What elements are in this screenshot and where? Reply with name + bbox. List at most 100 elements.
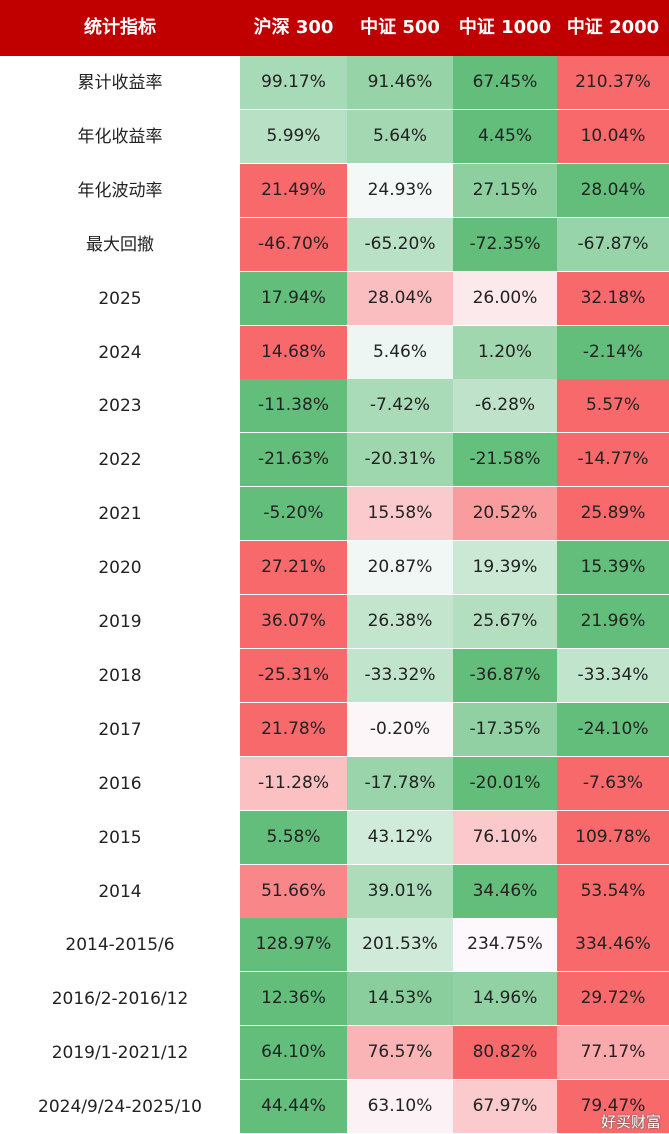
row-label: 2019/1-2021/12 [51, 1043, 189, 1064]
table-row: 2016/2-2016/12 12.36% 14.53% 14.96% 29.72% [0, 972, 669, 1026]
heatmap-cell: 44.44% [240, 1080, 347, 1134]
row-label: 2023 [98, 396, 142, 417]
table-row: 2021 -5.20% 15.58% 20.52% 25.89% [0, 487, 669, 541]
heatmap-cell: -24.10% [557, 702, 669, 756]
heatmap-cell: -33.34% [557, 648, 669, 702]
heatmap-cell: -65.20% [347, 217, 453, 271]
row-label: 2025 [98, 288, 142, 309]
heatmap-cell: 109.78% [557, 810, 669, 864]
row-label: 2016 [98, 773, 142, 794]
heatmap-cell: 234.75% [453, 918, 557, 972]
heatmap-cell: 24.93% [347, 163, 453, 217]
heatmap-cell: 79.47% [557, 1080, 669, 1134]
heatmap-cell: -14.77% [557, 433, 669, 487]
row-label: 2018 [98, 665, 142, 686]
row-label: 2024 [98, 342, 142, 363]
heatmap-cell: 201.53% [347, 918, 453, 972]
row-label: 2020 [98, 558, 142, 579]
table-row: 2015 5.58% 43.12% 76.10% 109.78% [0, 810, 669, 865]
watermark: 好买财富 [600, 1113, 661, 1131]
heatmap-cell: 63.10% [347, 1080, 453, 1134]
heatmap-cell: 20.87% [347, 541, 453, 595]
heatmap-cell: 20.52% [453, 487, 557, 541]
heatmap-cell: 27.21% [240, 541, 347, 595]
heatmap-cell: -25.31% [240, 648, 347, 702]
row-label: 年化波动率 [77, 180, 163, 201]
heatmap-cell: -36.87% [453, 648, 557, 702]
header-col-zz500: 中证 500 [360, 17, 440, 38]
heatmap-cell: 14.68% [240, 325, 347, 379]
heatmap-cell: 67.97% [453, 1080, 557, 1134]
heatmap-cell: 210.37% [557, 56, 669, 109]
row-label: 2015 [98, 827, 142, 848]
heatmap-cell: 76.57% [347, 1026, 453, 1080]
heatmap-cell: 36.07% [240, 595, 347, 648]
heatmap-cell: -5.20% [240, 487, 347, 541]
heatmap-cell: 5.58% [240, 810, 347, 864]
heatmap-cell: 5.64% [347, 109, 453, 163]
heatmap-cell: -21.63% [240, 433, 347, 487]
heatmap-cell: 5.46% [347, 325, 453, 379]
heatmap-cell: 21.96% [557, 595, 669, 648]
heatmap-cell: 21.49% [240, 163, 347, 217]
heatmap-cell: 53.54% [557, 864, 669, 918]
heatmap-cell: 26.38% [347, 595, 453, 648]
heatmap-cell: -46.70% [240, 217, 347, 271]
row-label: 2022 [98, 450, 142, 471]
heatmap-cell: -20.01% [453, 756, 557, 810]
heatmap-cell: 4.45% [453, 109, 557, 163]
heatmap-cell: 67.45% [453, 56, 557, 109]
heatmap-cell: 5.99% [240, 109, 347, 163]
heatmap-cell: 34.46% [453, 864, 557, 918]
row-label: 2021 [98, 504, 142, 525]
table-row: 2019/1-2021/12 64.10% 76.57% 80.82% 77.17% [0, 1026, 669, 1080]
header-col-zz1000: 中证 1000 [458, 17, 552, 38]
heatmap-cell: 15.58% [347, 487, 453, 541]
heatmap-cell: 99.17% [240, 56, 347, 109]
heatmap-cell: 12.36% [240, 972, 347, 1026]
heatmap-cell: 19.39% [453, 541, 557, 595]
table-row: 2014 51.66% 39.01% 34.46% 53.54% [0, 864, 669, 919]
row-label: 2014-2015/6 [65, 935, 175, 956]
header-col-hs300: 沪深 300 [253, 17, 334, 38]
heatmap-cell: 28.04% [347, 271, 453, 325]
heatmap-cell: -11.38% [240, 379, 347, 433]
heatmap-cell: 10.04% [557, 109, 669, 163]
table-row: 2025 17.94% 28.04% 26.00% 32.18% [0, 271, 669, 326]
table-row: 2024 14.68% 5.46% 1.20% -2.14% [0, 325, 669, 380]
heatmap-cell: -2.14% [557, 325, 669, 379]
heatmap-cell: -33.32% [347, 648, 453, 702]
table-row: 2018 -25.31% -33.32% -36.87% -33.34% [0, 648, 669, 703]
heatmap-cell: -17.35% [453, 702, 557, 756]
heatmap-cell: 32.18% [557, 271, 669, 325]
table-row: 2014-2015/6 128.97% 201.53% 234.75% 334.46% [0, 918, 669, 972]
heatmap-cell: 1.20% [453, 325, 557, 379]
table-row: 年化收益率 5.99% 5.64% 4.45% 10.04% [0, 109, 669, 164]
table-row: 2017 21.78% -0.20% -17.35% -24.10% [0, 702, 669, 757]
heatmap-cell: 334.46% [557, 918, 669, 972]
heatmap-cell: 43.12% [347, 810, 453, 864]
heatmap-cell: -72.35% [453, 217, 557, 271]
heatmap-cell: -11.28% [240, 756, 347, 810]
heatmap-cell: -20.31% [347, 433, 453, 487]
heatmap-cell: 91.46% [347, 56, 453, 109]
heatmap-cell: -21.58% [453, 433, 557, 487]
heatmap-cell: -17.78% [347, 756, 453, 810]
heatmap-cell: 26.00% [453, 271, 557, 325]
heatmap-cell: -67.87% [557, 217, 669, 271]
heatmap-cell: 5.57% [557, 379, 669, 433]
heatmap-cell: 27.15% [453, 163, 557, 217]
table-row: 2022 -21.63% -20.31% -21.58% -14.77% [0, 433, 669, 487]
heatmap-cell: -7.63% [557, 756, 669, 810]
heatmap-cell: 39.01% [347, 864, 453, 918]
heatmap-cell: 64.10% [240, 1026, 347, 1080]
heatmap-cell: -6.28% [453, 379, 557, 433]
header-row: 统计指标 沪深 300 中证 500 中证 1000 中证 2000 [0, 0, 669, 56]
table-row: 2019 36.07% 26.38% 25.67% 21.96% [0, 595, 669, 649]
row-label: 2016/2-2016/12 [51, 989, 189, 1010]
heatmap-cell: 29.72% [557, 972, 669, 1026]
heatmap-cell: 25.67% [453, 595, 557, 648]
heatmap-cell: -0.20% [347, 702, 453, 756]
heatmap-cell: 76.10% [453, 810, 557, 864]
